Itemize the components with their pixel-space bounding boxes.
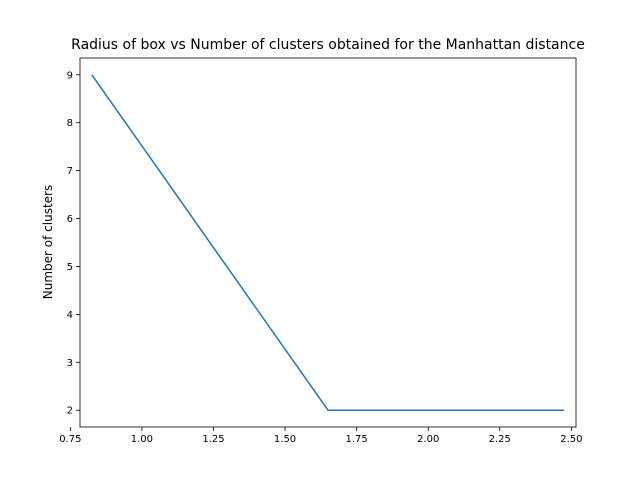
x-tick-label: 2.25 (489, 434, 511, 445)
x-tick-label: 1.00 (131, 434, 153, 445)
y-tick-label: 3 (67, 358, 73, 369)
x-tick-label: 1.50 (274, 434, 296, 445)
y-tick-label: 8 (67, 118, 73, 129)
chart-title: Radius of box vs Number of clusters obta… (71, 37, 585, 53)
y-axis-label: Number of clusters (41, 185, 55, 299)
x-tick-label: 2.00 (417, 434, 439, 445)
y-tick-label: 7 (67, 166, 73, 177)
x-tick-label: 2.50 (560, 434, 582, 445)
series-line (91, 74, 565, 411)
y-tick-label: 4 (67, 310, 73, 321)
y-tick-label: 6 (67, 214, 73, 225)
y-tick-label: 9 (67, 70, 73, 81)
y-tick-label: 5 (67, 262, 73, 273)
plot-area-frame (79, 57, 577, 428)
x-tick-label: 1.25 (202, 434, 224, 445)
x-tick-label: 0.75 (59, 434, 81, 445)
y-tick-label: 2 (67, 406, 73, 417)
x-tick-label: 1.75 (345, 434, 367, 445)
